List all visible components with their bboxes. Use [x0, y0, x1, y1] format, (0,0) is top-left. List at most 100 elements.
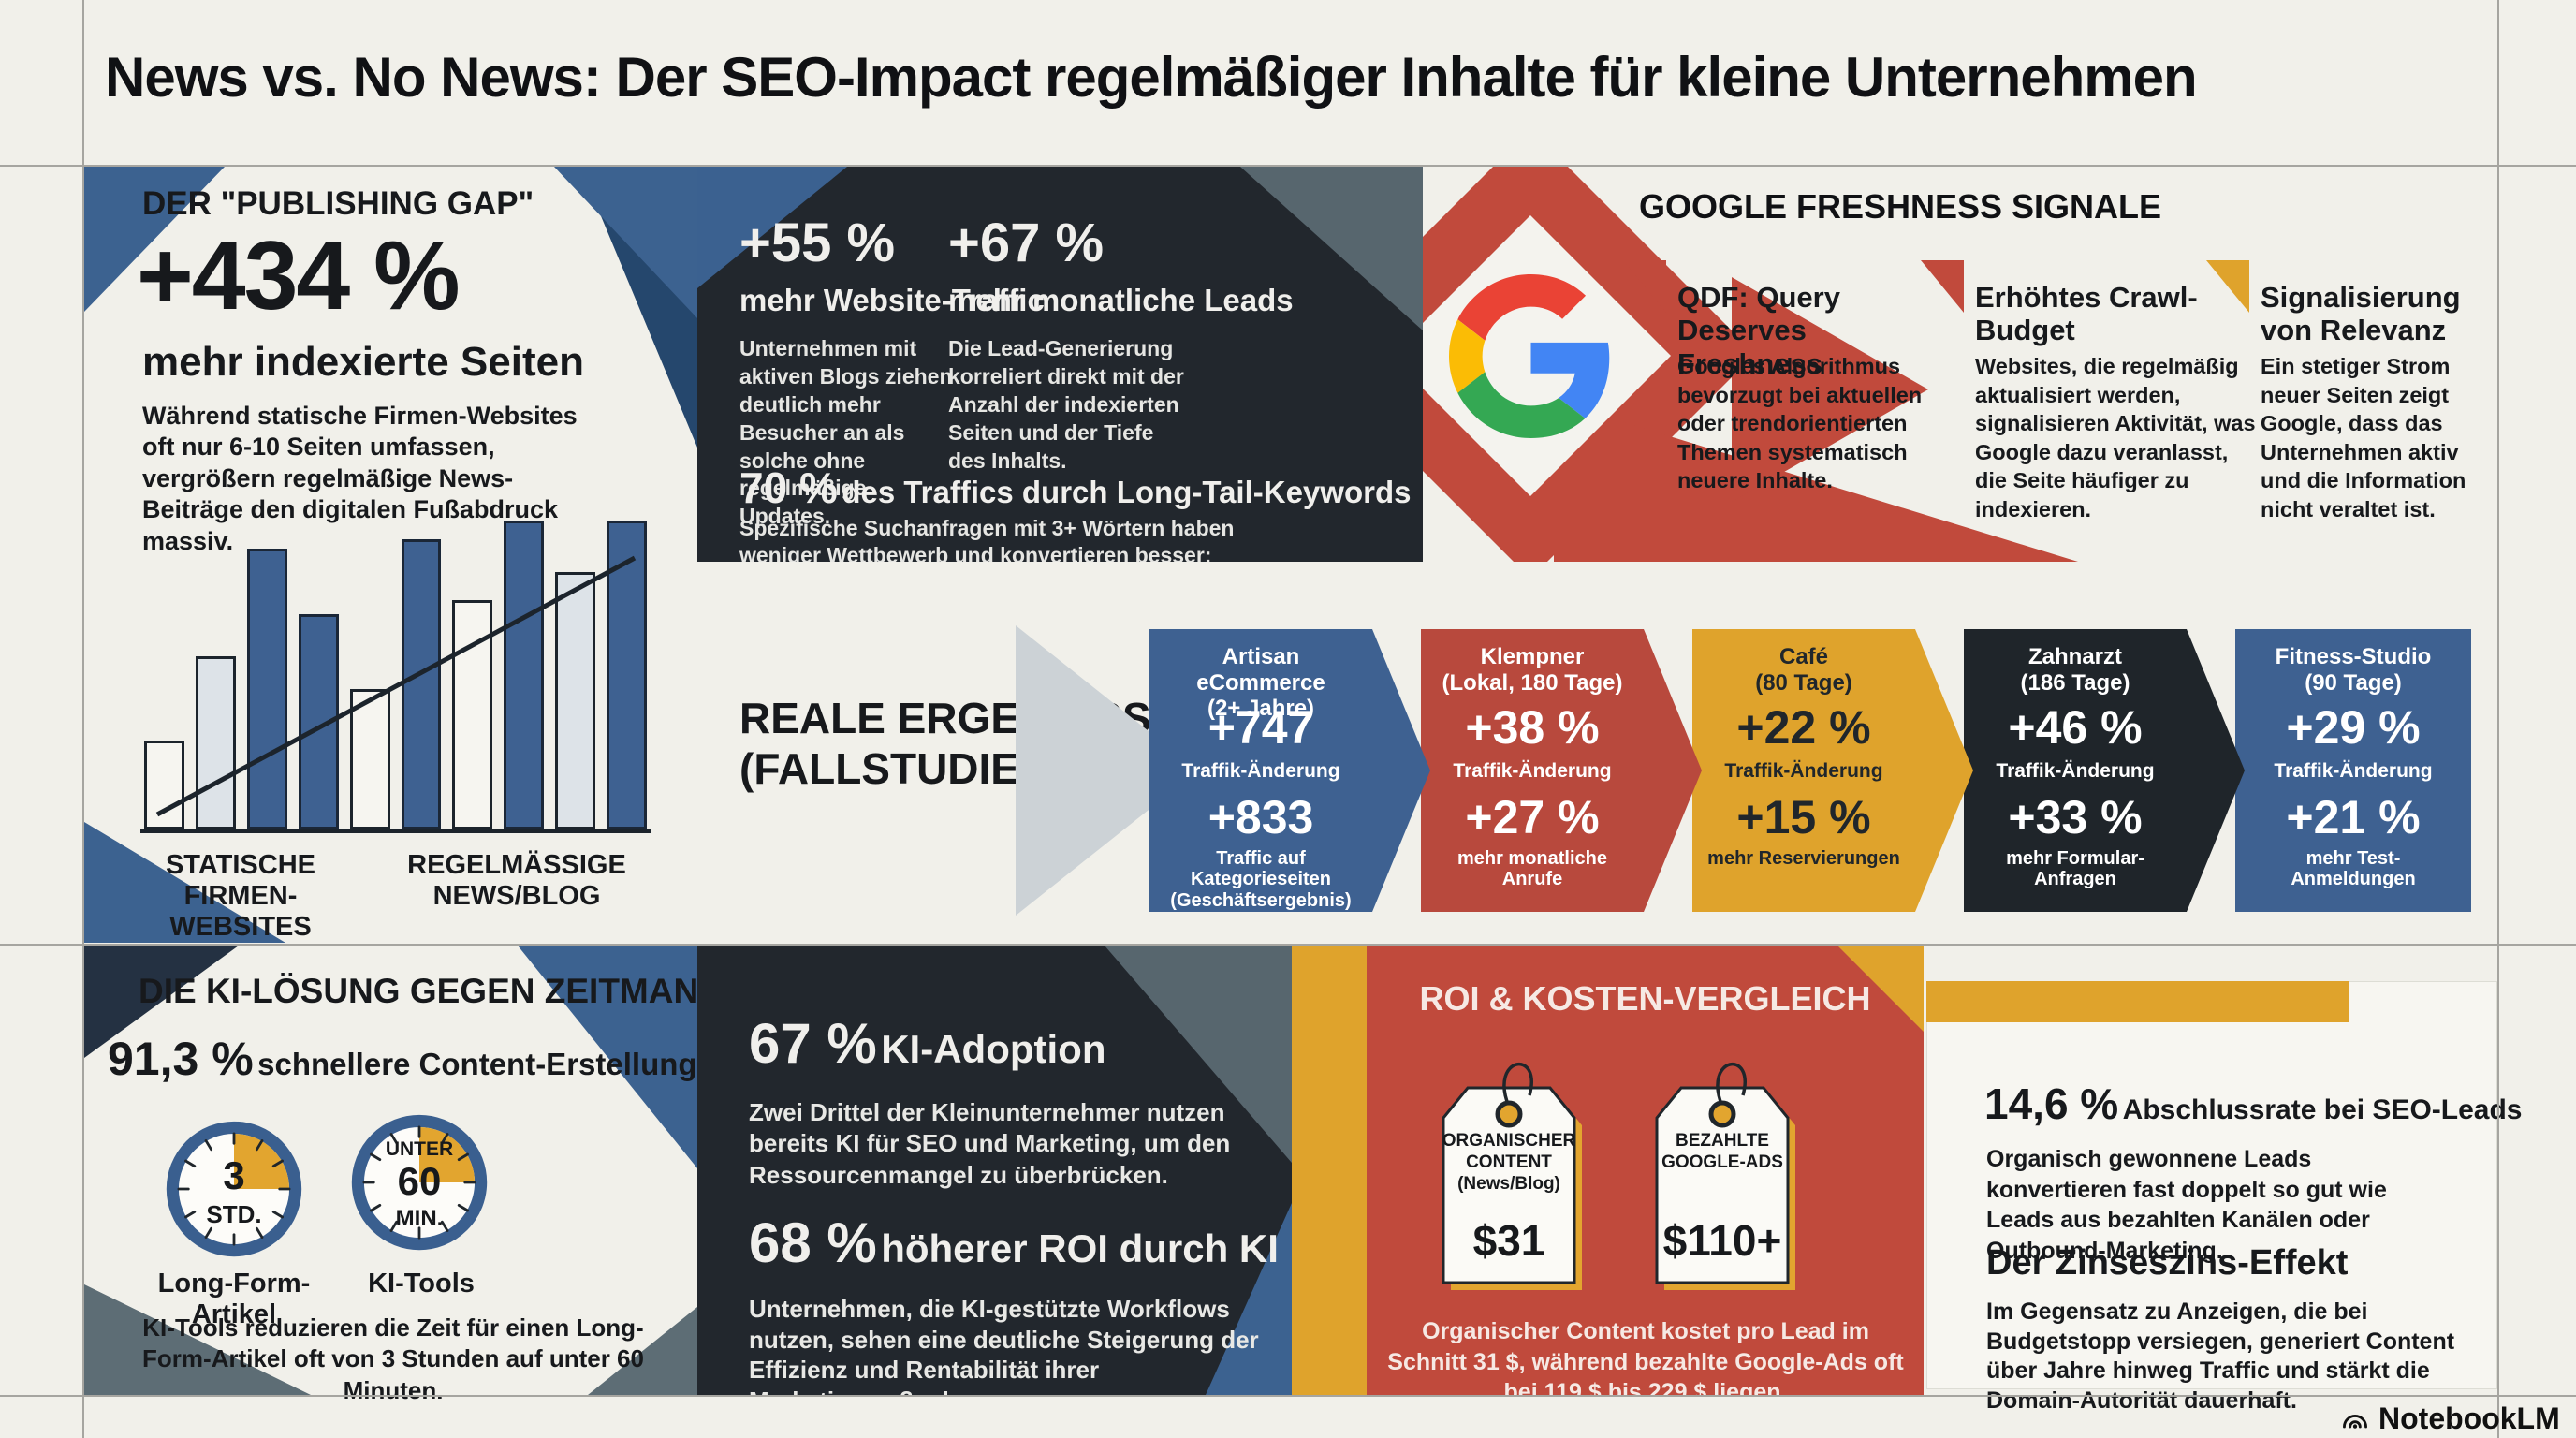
card-name: Fitness-Studio (90 Tage) [2243, 644, 2464, 696]
ki-solution-heading: DIE KI-LÖSUNG GEGEN ZEITMANGEL [139, 972, 770, 1010]
bar-chart-left-label: STATISCHE FIRMEN-WEBSITES [165, 850, 316, 942]
card-name: Café (80 Tage) [1700, 644, 1908, 696]
ki-adoption-line: 67 % KI-Adoption [749, 1011, 1105, 1076]
card-background [1692, 629, 1915, 912]
price-tag-organic-content: ORGANISCHER CONTENT (News/Blog) $31 [1434, 1039, 1584, 1292]
ki-solution-stat-label: schnellere Content-Erstellung [257, 1047, 697, 1081]
longtail-label: des Traffics durch Long-Tail-Keywords [842, 475, 1412, 509]
compound-effect-heading: Der Zinseszins-Effekt [1986, 1243, 2349, 1283]
clock-3-hours-icon [166, 1121, 302, 1257]
bar [555, 572, 596, 829]
ki-stats-panel: 67 % KI-Adoption Zwei Drittel der Kleinu… [697, 946, 1292, 1395]
card-background [2235, 629, 2471, 912]
card-stat1-label: Traffik-Änderung [2274, 760, 2433, 782]
publishing-gap-stat: +434 % [137, 222, 461, 330]
card-stat2: +833 [1208, 791, 1314, 844]
card-stat2: +33 % [2008, 791, 2143, 844]
ki-roi-line: 68 % höherer ROI durch KI [749, 1211, 1279, 1275]
card-name-text: Fitness-Studio [2275, 644, 2432, 669]
price-tag-title: ORGANISCHER CONTENT (News/Blog) [1442, 1131, 1576, 1194]
case-studies-heading-line2: (FALLSTUDIEN) [739, 744, 1065, 794]
frame-line [0, 944, 2576, 946]
publishing-gap-body: Während statische Firmen-Websites oft nu… [142, 402, 578, 555]
card-name: Klempner (Lokal, 180 Tage) [1428, 644, 1636, 696]
notebooklm-icon [2343, 1414, 2367, 1429]
freshness-item-title: Erhöhtes Crawl-Budget [1975, 281, 2198, 347]
frame-line [0, 1395, 2576, 1397]
card-name-text: Klempner [1480, 644, 1585, 669]
google-freshness-heading: GOOGLE FRESHNESS SIGNALE [1638, 187, 2162, 226]
card-stat1: +29 % [2286, 701, 2421, 754]
ki-roi-body: Unternehmen, die KI-gestützte Workflows … [749, 1295, 1259, 1395]
card-background [1149, 629, 1372, 912]
google-freshness-panel: GOOGLE FRESHNESS SIGNALE QDF: Query Dese… [1423, 167, 2497, 562]
price-tag-title: BEZAHLTE GOOGLE-ADS [1661, 1131, 1783, 1172]
card-name: Artisan eCommerce (2+ Jahre) [1157, 644, 1365, 722]
publishing-gap-stat-label: mehr indexierte Seiten [142, 339, 584, 385]
bar [298, 614, 339, 829]
card-stat1: +22 % [1736, 701, 1871, 754]
card-name-text: Artisan eCommerce [1196, 644, 1325, 696]
seo-leads-stat: 14,6 % [1984, 1079, 2119, 1128]
bar [504, 521, 545, 829]
card-stat2-label: mehr Test-Anmeldungen [2291, 848, 2416, 890]
monthly-leads-stat: +67 % [948, 213, 1105, 273]
monthly-leads-label: mehr monatliche Leads [948, 283, 1294, 317]
bar-chart-right-label: REGELMÄSSIGE NEWS/BLOG [407, 850, 626, 911]
frame-line [82, 0, 84, 1438]
compound-effect-body: Im Gegensatz zu Anzeigen, die bei Budget… [1986, 1299, 2455, 1414]
gold-band-decor [1926, 981, 2349, 1022]
roi-heading: ROI & KOSTEN-VERGLEICH [1419, 979, 1871, 1018]
card-background [1421, 629, 1644, 912]
bar [401, 539, 442, 829]
case-card-cafe: Café (80 Tage) +22 % Traffik-Änderung +1… [1692, 629, 1973, 912]
website-traffic-stat: +55 % [739, 213, 896, 273]
traffic-stats-panel: +55 % mehr Website-Traffic Unternehmen m… [697, 167, 1423, 562]
case-card-artisan-ecommerce: Artisan eCommerce (2+ Jahre) +747 Traffi… [1149, 629, 1430, 912]
longtail-stat-line: 70 % des Traffics durch Long-Tail-Keywor… [739, 462, 1411, 513]
ki-solution-stat: 91,3 % [108, 1033, 254, 1085]
ki-roi-stat: 68 % [749, 1211, 877, 1274]
clock-60-minutes-icon [351, 1114, 488, 1251]
price-tag-google-ads: BEZAHLTE GOOGLE-ADS $110+ [1647, 1039, 1797, 1292]
yellow-band-decor [1292, 946, 1367, 1395]
clock2-prefix: UNTER [385, 1138, 454, 1160]
ki-adoption-body: Zwei Drittel der Kleinunternehmer nutzen… [749, 1098, 1231, 1189]
website-traffic-label: mehr Website-Traffic [739, 283, 1045, 317]
longtail-body: Spezifische Suchanfragen mit 3+ Wörtern … [739, 516, 1235, 562]
ki-solution-body: KI-Tools reduzieren die Zeit für einen L… [142, 1313, 644, 1404]
card-stat2-label: mehr Reservierungen [1707, 848, 1900, 869]
freshness-item-title: QDF: Query Deserves Freshness [1677, 281, 1840, 380]
case-card-zahnarzt: Zahnarzt (186 Tage) +46 % Traffik-Änderu… [1964, 629, 2245, 912]
page-title: News vs. No News: Der SEO-Impact regelmä… [105, 46, 2198, 109]
notebooklm-brand: NotebookLM [2340, 1401, 2560, 1436]
price-tag-icon [1655, 1062, 1795, 1290]
card-stat1-label: Traffik-Änderung [1724, 760, 1883, 782]
card-stat2: +15 % [1736, 791, 1871, 844]
card-stat2: +21 % [2286, 791, 2421, 844]
card-stat1-label: Traffik-Änderung [1453, 760, 1612, 782]
roi-comparison-panel: ROI & KOSTEN-VERGLEICH ORGANISCHER CONTE… [1367, 946, 1924, 1395]
bar [246, 549, 287, 829]
google-logo-icon [1449, 274, 1610, 438]
bar [349, 689, 390, 829]
publishing-gap-heading: DER "PUBLISHING GAP" [142, 185, 534, 222]
monthly-leads-body: Die Lead-Generierung korreliert direkt m… [948, 336, 1184, 473]
card-period: (Lokal, 180 Tage) [1442, 669, 1623, 696]
publishing-gap-bars [140, 521, 651, 833]
card-period: (90 Tage) [2305, 669, 2402, 696]
freshness-item-body: Googles Algorithmus bevorzugt bei aktuel… [1677, 354, 1923, 493]
card-background [1964, 629, 2187, 912]
card-stat1: +38 % [1465, 701, 1600, 754]
bar [144, 741, 184, 829]
card-period: (2+ Jahre) [1207, 696, 1315, 722]
case-card-klempner: Klempner (Lokal, 180 Tage) +38 % Traffik… [1421, 629, 1702, 912]
card-stat2-label: mehr monatliche Anrufe [1456, 848, 1608, 890]
roi-body: Organischer Content kostet pro Lead im S… [1387, 1318, 1904, 1395]
seo-leads-label: Abschlussrate bei SEO-Leads [2122, 1094, 2523, 1125]
ki-solution-stat-line: 91,3 % schnellere Content-Erstellung [108, 1032, 697, 1086]
card-name: Zahnarzt (186 Tage) [1971, 644, 2179, 696]
clock1-value: 3 [223, 1153, 245, 1197]
card-period: (186 Tage) [2020, 669, 2130, 696]
